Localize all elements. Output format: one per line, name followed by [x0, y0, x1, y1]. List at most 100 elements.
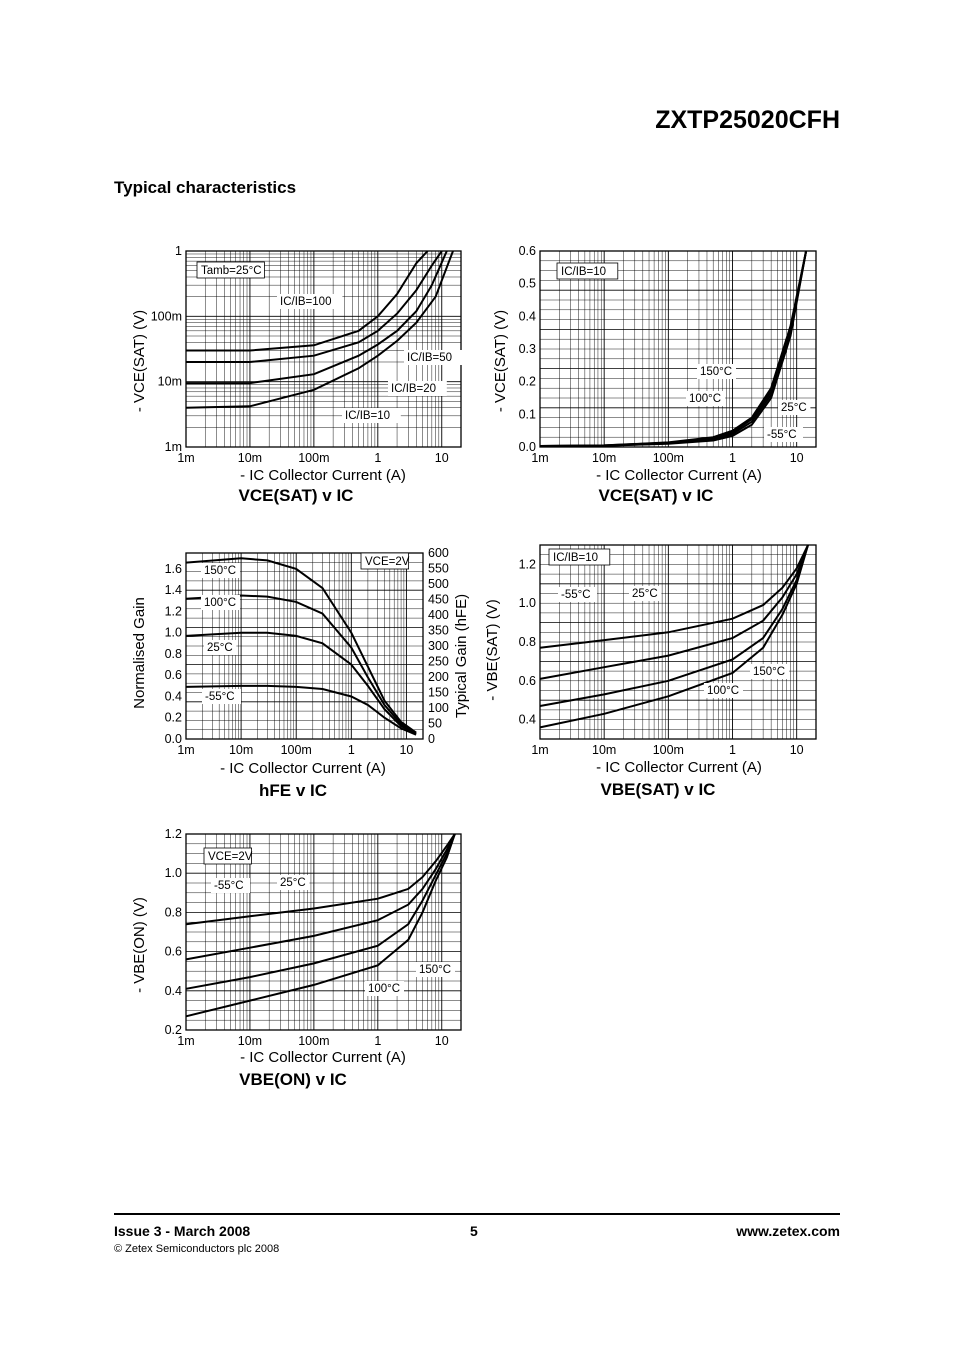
- chart-title: VBE(ON) v IC: [239, 1070, 347, 1089]
- series-label-bg: [750, 664, 789, 679]
- series-label-bg: [629, 586, 662, 601]
- chart-annotation: VCE=2V: [208, 851, 253, 863]
- series-label-bg: [204, 640, 237, 655]
- series-label-bg: [342, 408, 401, 423]
- series-label: 150°C: [753, 666, 785, 678]
- y-tick-label: 0.6: [519, 244, 536, 258]
- series-line: [539, 544, 809, 707]
- series-label: 25°C: [280, 877, 306, 889]
- x-axis-label: - IC Collector Current (A): [240, 1049, 406, 1066]
- series-label: 150°C: [700, 366, 732, 378]
- chart-annotation: IC/IB=10: [553, 552, 598, 564]
- y-tick-label: 1.2: [165, 604, 182, 618]
- x-tick-label: 100m: [298, 451, 329, 465]
- y2-tick-label: 300: [428, 639, 449, 653]
- plot-frame: [185, 250, 462, 448]
- x-tick-label: 10: [790, 451, 804, 465]
- series-label-bg: [404, 350, 463, 365]
- y-axis-label: Normalised Gain: [131, 597, 148, 709]
- series-line: [186, 250, 429, 352]
- y-tick-label: 0.6: [519, 674, 536, 688]
- y-axis-label: - VCE(SAT) (V): [492, 310, 509, 412]
- footer-copyright: © Zetex Semiconductors plc 2008: [114, 1243, 280, 1255]
- series-label-bg: [202, 689, 241, 704]
- x-tick-label: 1: [348, 743, 355, 757]
- series-label: 25°C: [632, 588, 658, 600]
- y-axis-label: - VBE(ON) (V): [131, 897, 148, 993]
- series-label-bg: [211, 878, 250, 893]
- y-tick-label: 1m: [165, 440, 182, 454]
- y2-tick-label: 450: [428, 593, 449, 607]
- y2-tick-label: 400: [428, 608, 449, 622]
- series-label-bg: [201, 563, 240, 578]
- series-line: [185, 833, 456, 926]
- series-label-bg: [201, 595, 240, 610]
- y-axis-label: - VBE(SAT) (V): [484, 599, 501, 700]
- chart-5: 1m 10m 100m 1 10 0.2 0.4 0.6 0.8 1.0 1.2 - IC Colle…: [131, 827, 462, 1089]
- series-line: [539, 544, 809, 649]
- footer-page-number: 5: [470, 1223, 478, 1239]
- series-label: 100°C: [707, 685, 739, 697]
- y-tick-label: 1.0: [165, 866, 182, 880]
- section-title: Typical characteristics: [114, 178, 297, 197]
- x-axis-label: - IC Collector Current (A): [240, 467, 406, 484]
- y2-tick-label: 200: [428, 670, 449, 684]
- y-tick-label: 0.2: [519, 375, 536, 389]
- x-tick-label: 1m: [177, 1034, 194, 1048]
- series-label: 25°C: [781, 402, 807, 414]
- y-tick-label: 0.5: [519, 277, 536, 291]
- y-tick-label: 0.4: [519, 713, 536, 727]
- y-tick-label: 0.4: [519, 309, 536, 323]
- series-line: [539, 250, 808, 448]
- x-tick-label: 100m: [281, 743, 312, 757]
- y-tick-label: 1.0: [519, 596, 536, 610]
- series-label-bg: [764, 427, 803, 442]
- chart-annotation: VCE=2V: [365, 556, 410, 568]
- y-tick-label: 0.3: [519, 342, 536, 356]
- y-tick-label: 0.8: [519, 635, 536, 649]
- x-tick-label: 1m: [177, 451, 194, 465]
- y-tick-label: 0.0: [165, 732, 182, 746]
- y-tick-label: 1.6: [165, 562, 182, 576]
- series-line: [186, 250, 443, 363]
- series-label-bg: [277, 875, 310, 890]
- annotation-box: [203, 847, 252, 865]
- x-axis-label: - IC Collector Current (A): [596, 467, 762, 484]
- series-label: -55°C: [205, 691, 235, 703]
- y-tick-label: 0.4: [165, 984, 182, 998]
- y-tick-label: 1.2: [165, 827, 182, 841]
- footer-website: www.zetex.com: [736, 1223, 840, 1239]
- y-tick-label: 10m: [158, 375, 182, 389]
- x-tick-label: 1: [374, 451, 381, 465]
- x-tick-label: 10m: [238, 451, 262, 465]
- series-line: [539, 544, 809, 729]
- x-axis-label: - IC Collector Current (A): [220, 760, 386, 777]
- series-line: [185, 594, 417, 735]
- x-tick-label: 1: [729, 451, 736, 465]
- chart-annotation: IC/IB=10: [561, 266, 606, 278]
- x-tick-label: 10m: [238, 1034, 262, 1048]
- y-tick-label: 0.8: [165, 647, 182, 661]
- x-tick-label: 10m: [592, 451, 616, 465]
- series-label: IC/IB=20: [391, 383, 436, 395]
- series-line: [539, 544, 809, 680]
- series-label: -55°C: [214, 880, 244, 892]
- series-label-bg: [778, 400, 811, 415]
- annotation-box: [360, 552, 409, 570]
- chart-1: 1m 10m 100m 1 10 1m 10m 100m 1 - IC Collector Cur…: [131, 244, 463, 505]
- y-tick-label: 0.0: [519, 440, 536, 454]
- y2-tick-label: 0: [428, 732, 435, 746]
- y2-tick-label: 350: [428, 624, 449, 638]
- y2-tick-label: 150: [428, 686, 449, 700]
- series-label: IC/IB=10: [345, 410, 390, 422]
- y2-tick-label: 100: [428, 701, 449, 715]
- series-line: [185, 631, 417, 735]
- chart-title: VCE(SAT) v IC: [599, 486, 714, 505]
- y-tick-label: 0.4: [165, 689, 182, 703]
- series-label: 100°C: [689, 393, 721, 405]
- y-tick-label: 0.2: [165, 1023, 182, 1037]
- x-tick-label: 10: [399, 743, 413, 757]
- series-label: 25°C: [207, 642, 233, 654]
- x-tick-label: 100m: [653, 743, 684, 757]
